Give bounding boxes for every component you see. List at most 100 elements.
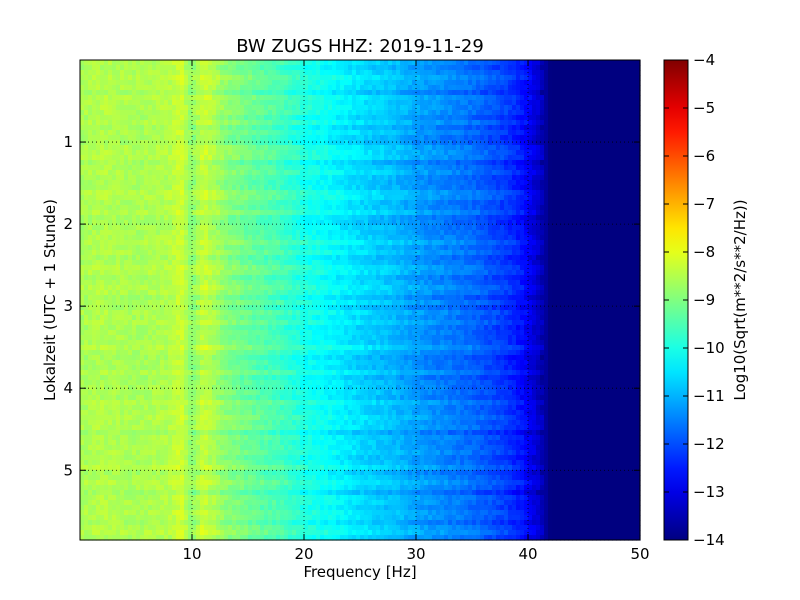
heatmap-cell — [464, 220, 469, 226]
heatmap-cell — [636, 80, 641, 86]
heatmap-cell — [172, 75, 177, 81]
heatmap-cell — [388, 235, 393, 241]
heatmap-cell — [228, 60, 233, 66]
heatmap-cell — [156, 215, 161, 221]
heatmap-cell — [596, 210, 601, 216]
heatmap-cell — [156, 95, 161, 101]
heatmap-cell — [108, 90, 113, 96]
heatmap-cell — [176, 115, 181, 121]
heatmap-cell — [128, 150, 133, 156]
heatmap-cell — [304, 215, 309, 221]
heatmap-cell — [232, 200, 237, 206]
heatmap-cell — [248, 235, 253, 241]
heatmap-cell — [132, 165, 137, 171]
heatmap-cell — [452, 85, 457, 91]
heatmap-cell — [612, 150, 617, 156]
heatmap-cell — [360, 230, 365, 236]
heatmap-cell — [212, 90, 217, 96]
heatmap-cell — [192, 90, 197, 96]
heatmap-cell — [364, 180, 369, 186]
heatmap-cell — [292, 210, 297, 216]
heatmap-cell — [608, 135, 613, 141]
heatmap-cell — [384, 105, 389, 111]
heatmap-cell — [96, 205, 101, 211]
heatmap-cell — [332, 165, 337, 171]
heatmap-cell — [264, 95, 269, 101]
heatmap-cell — [296, 165, 301, 171]
heatmap-cell — [168, 65, 173, 71]
heatmap-cell — [404, 85, 409, 91]
heatmap-cell — [560, 215, 565, 221]
heatmap-cell — [400, 190, 405, 196]
heatmap-cell — [424, 145, 429, 151]
heatmap-cell — [80, 165, 85, 171]
heatmap-cell — [88, 155, 93, 161]
heatmap-cell — [92, 220, 97, 226]
heatmap-cell — [492, 215, 497, 221]
heatmap-cell — [152, 60, 157, 66]
heatmap-cell — [476, 95, 481, 101]
heatmap-cell — [432, 115, 437, 121]
heatmap-cell — [104, 215, 109, 221]
heatmap-cell — [404, 75, 409, 81]
heatmap-cell — [292, 110, 297, 116]
heatmap-cell — [588, 160, 593, 166]
heatmap-cell — [224, 230, 229, 236]
heatmap-cell — [232, 135, 237, 141]
heatmap-cell — [128, 110, 133, 116]
heatmap-cell — [628, 70, 633, 76]
heatmap-cell — [464, 165, 469, 171]
heatmap-cell — [348, 230, 353, 236]
heatmap-cell — [340, 130, 345, 136]
heatmap-cell — [324, 195, 329, 201]
heatmap-cell — [616, 155, 621, 161]
heatmap-cell — [288, 135, 293, 141]
heatmap-cell — [140, 155, 145, 161]
heatmap-cell — [612, 155, 617, 161]
heatmap-cell — [172, 225, 177, 231]
heatmap-cell — [544, 170, 549, 176]
heatmap-cell — [356, 65, 361, 71]
heatmap-cell — [572, 110, 577, 116]
heatmap-cell — [168, 85, 173, 91]
heatmap-cell — [348, 115, 353, 121]
heatmap-cell — [384, 180, 389, 186]
heatmap-cell — [376, 135, 381, 141]
heatmap-cell — [580, 135, 585, 141]
heatmap-cell — [180, 95, 185, 101]
heatmap-cell — [108, 190, 113, 196]
heatmap-cell — [380, 225, 385, 231]
heatmap-cell — [572, 165, 577, 171]
heatmap-cell — [376, 75, 381, 81]
heatmap-cell — [432, 210, 437, 216]
heatmap-cell — [584, 65, 589, 71]
heatmap-cell — [232, 145, 237, 151]
heatmap-cell — [484, 100, 489, 106]
heatmap-cell — [400, 140, 405, 146]
heatmap-cell — [556, 205, 561, 211]
heatmap-cell — [176, 230, 181, 236]
heatmap-cell — [472, 150, 477, 156]
heatmap-cell — [80, 210, 85, 216]
heatmap-cell — [84, 145, 89, 151]
heatmap-cell — [288, 60, 293, 66]
heatmap-cell — [348, 145, 353, 151]
heatmap-cell — [272, 180, 277, 186]
heatmap-cell — [248, 80, 253, 86]
heatmap-cell — [216, 185, 221, 191]
heatmap-cell — [484, 85, 489, 91]
heatmap-cell — [264, 170, 269, 176]
heatmap-cell — [572, 125, 577, 131]
heatmap-cell — [200, 165, 205, 171]
heatmap-cell — [552, 145, 557, 151]
heatmap-cell — [360, 80, 365, 86]
heatmap-cell — [544, 200, 549, 206]
heatmap-cell — [332, 105, 337, 111]
heatmap-cell — [184, 200, 189, 206]
heatmap-cell — [112, 230, 117, 236]
heatmap-cell — [484, 160, 489, 166]
heatmap-cell — [204, 130, 209, 136]
heatmap-cell — [632, 195, 637, 201]
heatmap-cell — [404, 220, 409, 226]
heatmap-cell — [432, 95, 437, 101]
